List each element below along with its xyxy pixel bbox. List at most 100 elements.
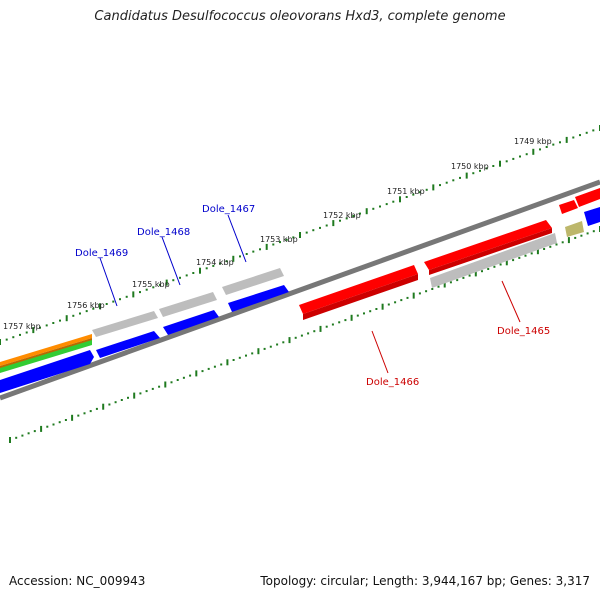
gene-dole-1466-shade [303,274,418,320]
minor-tick [292,236,295,239]
minor-tick [419,191,421,194]
minor-tick [456,279,459,282]
major-tick [399,196,401,203]
minor-tick [431,288,434,290]
minor-tick [479,169,481,172]
minor-tick [19,333,21,336]
minor-tick [252,250,255,253]
minor-tick [586,232,589,235]
minor-tick [449,281,452,284]
major-tick [0,339,1,345]
minor-tick [27,432,30,435]
minor-tick [120,399,123,401]
minor-tick [201,370,204,373]
gene-label-dole-1465: Dole_1465 [497,326,550,337]
major-tick [257,348,260,355]
gene-dole-1466 [299,265,418,314]
minor-tick [279,241,281,244]
minor-tick [356,314,359,317]
tick-label: 1753 kbp [260,235,298,244]
minor-tick [145,390,148,393]
minor-tick [400,299,403,302]
minor-tick [272,243,275,246]
minor-tick [325,325,328,328]
minor-tick [207,367,210,370]
minor-tick [189,374,192,377]
tick-label: 1755 kbp [132,280,170,289]
major-tick [532,148,535,155]
minor-tick [307,332,310,335]
minor-tick [213,365,216,368]
minor-tick [95,407,98,410]
minor-tick [459,176,461,179]
minor-tick [472,172,475,175]
minor-tick [405,196,408,198]
minor-tick [5,338,8,341]
minor-tick [25,331,28,334]
minor-tick [79,312,81,315]
minor-tick [552,143,555,146]
minor-tick [530,252,533,255]
minor-tick [555,243,558,246]
leader-dole-1466 [371,330,389,374]
minor-tick [487,268,490,270]
minor-tick [294,336,297,339]
minor-tick [259,248,261,251]
minor-tick [58,421,61,424]
minor-tick [305,231,308,234]
tick-label: 1752 kbp [323,211,361,220]
minor-tick [127,396,129,399]
major-tick [226,359,229,366]
minor-tick [172,279,175,282]
minor-tick [339,219,341,222]
minor-tick [59,319,61,322]
gene-dole-1469-grey [92,311,158,337]
gene-blue-left [0,350,94,393]
minor-tick [462,276,465,279]
major-tick [164,381,167,388]
minor-tick [319,226,321,229]
major-tick [432,184,435,191]
minor-tick [394,301,397,304]
tick-label: 1754 kbp [196,258,234,267]
minor-tick [580,234,583,237]
inner-tick-ring [9,226,600,443]
minor-tick [539,148,541,151]
minor-tick [406,296,409,299]
major-tick [99,303,101,310]
major-tick [474,270,477,277]
major-tick [9,437,11,443]
gene-dole-1465 [424,220,552,270]
minor-tick [276,343,279,346]
minor-tick [524,254,527,257]
minor-tick [238,356,241,359]
gene-label-dole-1468: Dole_1468 [137,227,190,238]
minor-tick [505,160,508,163]
minor-tick [493,265,496,268]
minor-tick [105,303,108,305]
minor-tick [263,347,266,350]
leader-dole-1465 [501,280,521,323]
minor-tick [145,288,148,291]
minor-tick [549,245,552,248]
minor-tick [152,286,155,289]
minor-tick [499,263,502,266]
minor-tick [372,207,375,210]
minor-tick [352,215,355,217]
major-tick [365,208,368,215]
minor-tick [345,217,348,220]
gene-dole-1469 [96,331,160,358]
major-tick [132,291,135,298]
minor-tick [412,193,415,196]
minor-tick [492,165,495,167]
major-tick [32,327,35,334]
major-tick [299,232,301,238]
minor-tick [182,376,185,379]
gene-dole-1468 [163,310,219,335]
minor-tick [158,385,161,388]
minor-tick [239,255,241,258]
minor-tick [269,345,272,348]
leader-dole-1468 [161,236,181,286]
minor-tick [179,276,181,279]
minor-tick [220,363,223,366]
